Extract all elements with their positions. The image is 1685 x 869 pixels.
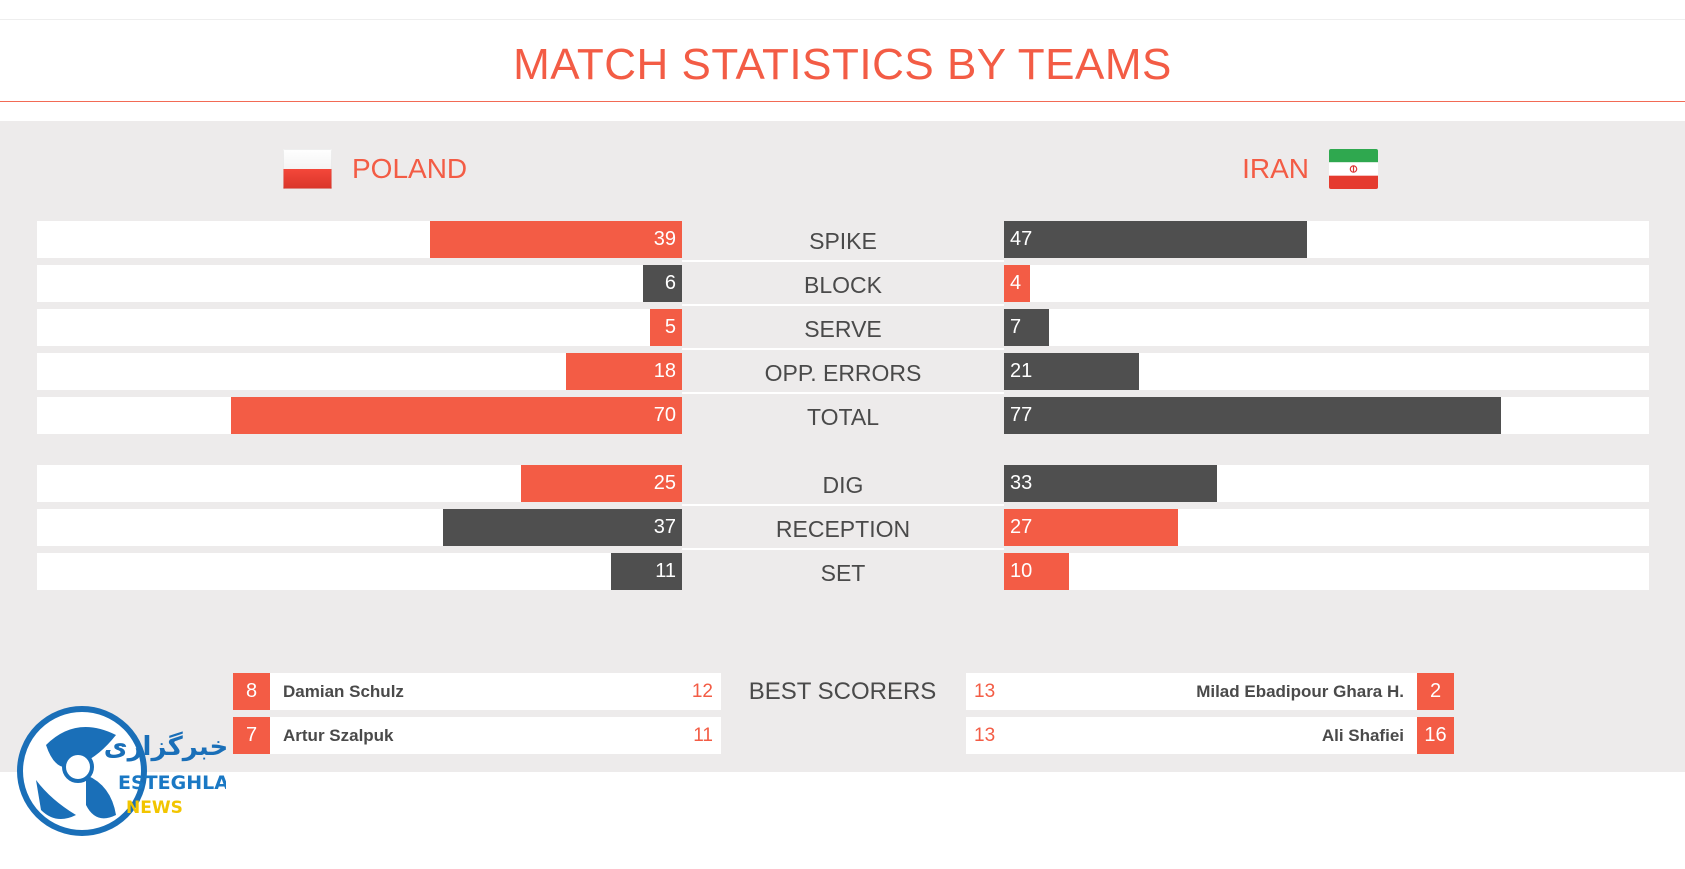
poland-flag-icon — [283, 149, 332, 189]
bar-track-right: 4 — [1004, 265, 1649, 302]
row-separator — [682, 304, 1004, 306]
bar-track-right: 10 — [1004, 553, 1649, 590]
bar-iran: 77 — [1004, 397, 1501, 434]
stat-row-opp-errors: 18 OPP. ERRORS 21 — [37, 353, 1649, 394]
best-scorers-label: BEST SCORERS — [748, 678, 937, 705]
bar-iran: 27 — [1004, 509, 1179, 546]
row-separator — [682, 548, 1004, 550]
stat-label: DIG — [822, 472, 864, 498]
bar-poland: 18 — [565, 353, 682, 390]
bar-track-right: 33 — [1004, 465, 1649, 502]
player-name: Artur Szalpuk — [283, 726, 394, 745]
bar-track-left: 11 — [37, 553, 682, 590]
stat-label: OPP. ERRORS — [764, 360, 922, 386]
team-header-poland: POLAND — [283, 148, 467, 190]
row-separator — [682, 260, 1004, 262]
bar-track-right: 21 — [1004, 353, 1649, 390]
stat-label: SERVE — [804, 316, 882, 342]
bar-poland: 11 — [611, 553, 682, 590]
bar-poland: 70 — [230, 397, 682, 434]
scorer-row: 13 Ali Shafiei 16 — [966, 717, 1454, 754]
logo-script-text: خبرگزاری — [104, 731, 226, 762]
team-name-iran: IRAN — [1242, 153, 1309, 184]
scorer-row: 7 Artur Szalpuk 11 — [233, 717, 721, 754]
stat-row-block: 6 BLOCK 4 — [37, 265, 1649, 306]
title-rule — [0, 101, 1685, 102]
bar-track-right: 27 — [1004, 509, 1649, 546]
bar-track-left: 39 — [37, 221, 682, 258]
stat-label: TOTAL — [807, 404, 879, 430]
scorer-row: 13 Milad Ebadipour Ghara H. 2 — [966, 673, 1454, 710]
bar-poland: 37 — [443, 509, 682, 546]
bar-poland: 25 — [520, 465, 682, 502]
bar-iran: 10 — [1004, 553, 1069, 590]
player-points: 13 — [974, 725, 996, 746]
bar-track-right: 77 — [1004, 397, 1649, 434]
bar-poland: 39 — [430, 221, 682, 258]
stat-label: SPIKE — [809, 228, 877, 254]
bar-iran: 33 — [1004, 465, 1217, 502]
player-name: Damian Schulz — [283, 682, 404, 701]
stat-row-set: 11 SET 10 — [37, 553, 1649, 590]
stat-row-spike: 39 SPIKE 47 — [37, 221, 1649, 262]
stat-label: RECEPTION — [775, 516, 911, 542]
scorer-row: 8 Damian Schulz 12 — [233, 673, 721, 710]
stat-label: BLOCK — [804, 272, 882, 298]
stat-label: SET — [820, 560, 866, 586]
jersey-number: 2 — [1417, 673, 1454, 710]
bar-track-left: 37 — [37, 509, 682, 546]
jersey-number: 7 — [233, 717, 270, 754]
row-separator — [682, 504, 1004, 506]
stat-row-total: 70 TOTAL 77 — [37, 397, 1649, 434]
player-points: 11 — [693, 725, 713, 746]
player-name: Ali Shafiei — [1321, 726, 1404, 745]
player-points: 13 — [974, 681, 996, 702]
jersey-number: 16 — [1417, 717, 1454, 754]
stats-panel: POLAND IRAN 39 SPIKE 47 6 BLOCK 4 5 SERVE 7 18 OPP… — [0, 121, 1685, 772]
logo-text-esteghlal: ESTEGHLAL — [118, 772, 226, 794]
bar-track-left: 25 — [37, 465, 682, 502]
team-name-poland: POLAND — [352, 153, 468, 184]
team-header-iran: IRAN — [1242, 148, 1378, 190]
bar-track-left: 18 — [37, 353, 682, 390]
player-name: Milad Ebadipour Ghara H. — [1196, 682, 1404, 701]
row-separator — [682, 348, 1004, 350]
bar-iran: 21 — [1004, 353, 1140, 390]
player-points: 12 — [691, 681, 713, 702]
bar-track-right: 7 — [1004, 309, 1649, 346]
bar-track-left: 5 — [37, 309, 682, 346]
bar-iran: 7 — [1004, 309, 1050, 346]
row-separator — [682, 392, 1004, 394]
bar-track-left: 70 — [37, 397, 682, 434]
jersey-number: 8 — [233, 673, 270, 710]
stat-row-serve: 5 SERVE 7 — [37, 309, 1649, 350]
stat-row-dig: 25 DIG 33 — [37, 465, 1649, 506]
iran-flag-icon — [1329, 149, 1378, 189]
top-divider — [0, 19, 1685, 20]
bar-iran: 47 — [1004, 221, 1308, 258]
bar-iran: 4 — [1004, 265, 1030, 302]
bar-poland: 6 — [643, 265, 682, 302]
logo-text-news: NEWS — [126, 798, 183, 818]
bar-track-left: 6 — [37, 265, 682, 302]
bar-poland: 5 — [649, 309, 682, 346]
stat-row-reception: 37 RECEPTION 27 — [37, 509, 1649, 550]
page-title: MATCH STATISTICS BY TEAMS — [513, 40, 1172, 89]
bar-track-right: 47 — [1004, 221, 1649, 258]
esteghlal-news-logo: خبرگزاری ESTEGHLAL NEWS — [17, 706, 226, 836]
